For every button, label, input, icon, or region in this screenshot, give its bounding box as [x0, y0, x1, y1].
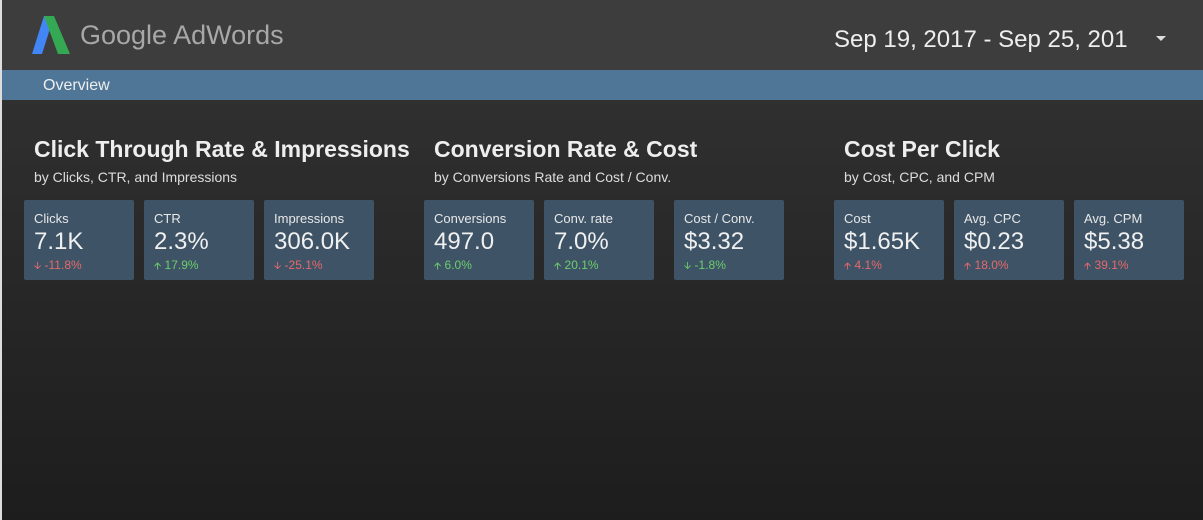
- change-value: -1.8%: [694, 258, 726, 272]
- metric-card[interactable]: Impressions 306.0K 🡫 -25.1%: [264, 200, 374, 280]
- header: Google AdWords Sep 19, 2017 - Sep 25, 20…: [2, 0, 1203, 70]
- metric-card[interactable]: Cost / Conv. $3.32 🡫 -1.8%: [674, 200, 784, 280]
- arrow-down-icon: 🡫: [274, 261, 282, 272]
- metric-label: Avg. CPM: [1084, 211, 1143, 226]
- arrow-down-icon: 🡫: [684, 261, 692, 272]
- section-subtitle: by Cost, CPC, and CPM: [844, 169, 995, 185]
- metric-change: 🡩 4.1%: [844, 258, 882, 276]
- metric-card[interactable]: Clicks 7.1K 🡫 -11.8%: [24, 200, 134, 280]
- metric-label: Conversions: [434, 211, 507, 226]
- change-value: 17.9%: [164, 258, 199, 272]
- metric-change: 🡫 -1.8%: [684, 258, 726, 276]
- line-chart: 05001K1.5K00.20.40.6Sep 19Sep 20Sep 21Se…: [2, 0, 1203, 220]
- metric-card[interactable]: Avg. CPM $5.38 🡩 39.1%: [1074, 200, 1184, 280]
- metric-change: 🡩 6.0%: [434, 258, 472, 276]
- metric-value: $5.38: [1084, 228, 1145, 255]
- metric-change: 🡩 20.1%: [554, 258, 599, 276]
- metric-change: 🡩 18.0%: [964, 258, 1009, 276]
- change-value: -25.1%: [284, 258, 323, 272]
- date-range-selector[interactable]: Sep 19, 2017 - Sep 25, 201: [834, 26, 1128, 53]
- metric-value: $3.32: [684, 228, 745, 255]
- metric-change: 🡫 -25.1%: [274, 258, 323, 276]
- brand-name: Google AdWords: [80, 20, 284, 50]
- nav-bar: Overview: [2, 70, 1203, 100]
- arrow-down-icon: 🡫: [34, 261, 42, 272]
- metric-card[interactable]: Avg. CPC $0.23 🡩 18.0%: [954, 200, 1064, 280]
- metric-value: $1.65K: [844, 228, 921, 255]
- arrow-up-icon: 🡩: [964, 261, 972, 272]
- metric-label: Clicks: [34, 211, 69, 226]
- metric-label: Cost: [844, 211, 871, 226]
- section-subtitle: by Clicks, CTR, and Impressions: [34, 169, 238, 185]
- section-title: Conversion Rate & Cost: [434, 136, 698, 162]
- metric-value: $0.23: [964, 228, 1025, 255]
- arrow-up-icon: 🡩: [434, 261, 442, 272]
- arrow-up-icon: 🡩: [554, 261, 562, 272]
- metric-value: 7.0%: [554, 228, 609, 255]
- metric-card[interactable]: CTR 2.3% 🡩 17.9%: [144, 200, 254, 280]
- arrow-up-icon: 🡩: [154, 261, 162, 272]
- section-title: Cost Per Click: [844, 136, 1000, 162]
- change-value: 39.1%: [1094, 258, 1129, 272]
- metric-label: Impressions: [274, 211, 345, 226]
- change-value: 18.0%: [974, 258, 1009, 272]
- metric-value: 306.0K: [274, 228, 351, 255]
- change-value: 4.1%: [854, 258, 882, 272]
- adwords-logo-icon: [32, 16, 70, 54]
- metric-value: 2.3%: [154, 228, 209, 255]
- section-title: Click Through Rate & Impressions: [34, 136, 410, 162]
- metric-label: CTR: [154, 211, 181, 226]
- change-value: -11.8%: [44, 258, 82, 272]
- metric-label: Avg. CPC: [964, 211, 1021, 226]
- metric-change: 🡩 39.1%: [1084, 258, 1129, 276]
- change-value: 6.0%: [444, 258, 472, 272]
- metric-change: 🡫 -11.8%: [34, 258, 82, 276]
- metric-value: 7.1K: [34, 228, 84, 255]
- arrow-up-icon: 🡩: [1084, 261, 1092, 272]
- change-value: 20.1%: [564, 258, 599, 272]
- arrow-up-icon: 🡩: [844, 261, 852, 272]
- metric-change: 🡩 17.9%: [154, 258, 199, 276]
- tab-overview[interactable]: Overview: [43, 77, 110, 94]
- metric-card[interactable]: Cost $1.65K 🡩 4.1%: [834, 200, 944, 280]
- metric-card[interactable]: Conversions 497.0 🡩 6.0%: [424, 200, 534, 280]
- metric-card[interactable]: Conv. rate 7.0% 🡩 20.1%: [544, 200, 654, 280]
- metric-label: Cost / Conv.: [684, 211, 755, 226]
- chevron-down-icon[interactable]: [1156, 36, 1166, 41]
- metric-value: 497.0: [434, 228, 495, 255]
- section-subtitle: by Conversions Rate and Cost / Conv.: [434, 169, 672, 185]
- metric-label: Conv. rate: [554, 211, 614, 226]
